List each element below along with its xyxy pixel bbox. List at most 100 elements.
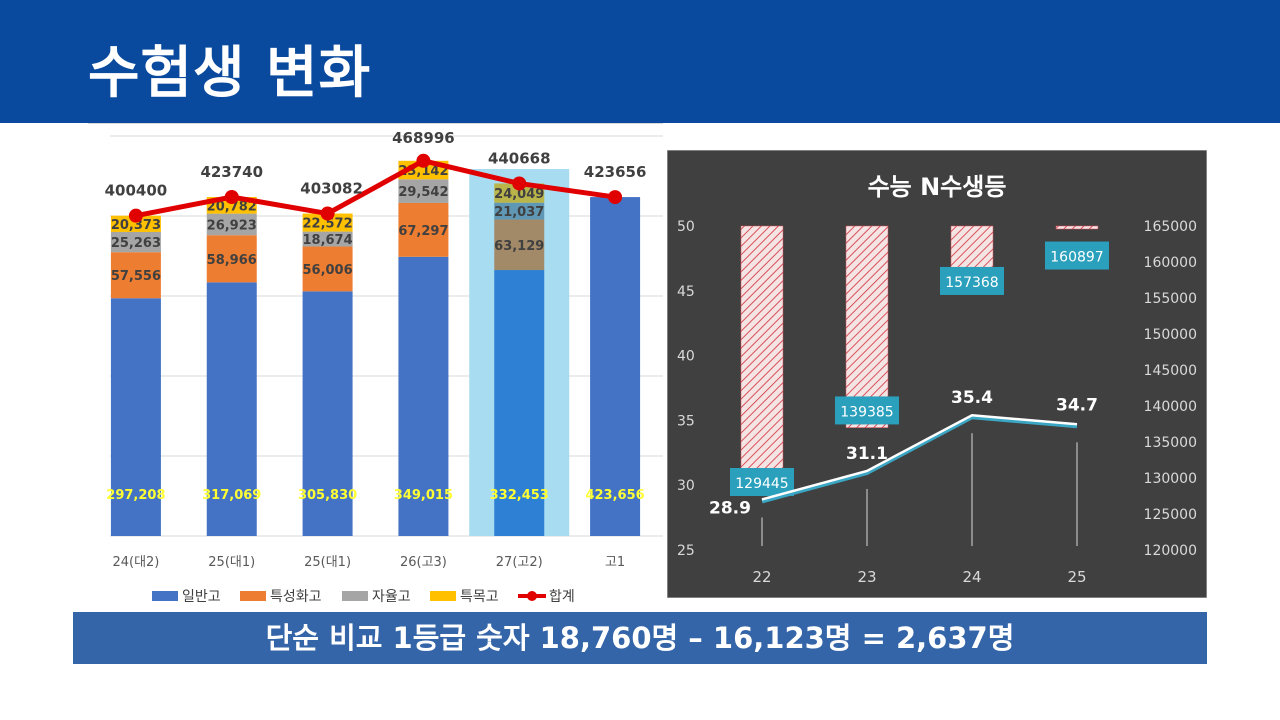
right-axis-tick: 150000	[1144, 327, 1197, 343]
total-label: 423740	[200, 163, 263, 181]
stacked-bar-chart: 297,208 57,556 25,263 20,373 24(대2) 317,069 58…	[105, 129, 663, 605]
data-label: 63,129	[494, 239, 544, 254]
data-label: 25,263	[111, 236, 161, 251]
data-label: 57,556	[111, 269, 161, 284]
data-label: 332,453	[490, 488, 549, 503]
value-box-label: 157368	[945, 275, 998, 291]
right-axis-tick: 130000	[1144, 471, 1197, 487]
total-label: 423656	[584, 163, 647, 181]
category-label: 고1	[605, 555, 625, 570]
chart-top-border	[88, 123, 663, 124]
category-label: 23	[857, 568, 876, 586]
bar-segment	[494, 219, 545, 271]
total-marker	[224, 190, 239, 205]
data-label: 67,297	[398, 224, 448, 239]
data-label: 22,572	[302, 217, 352, 232]
line-shadow	[761, 415, 1078, 504]
left-axis-tick: 45	[677, 284, 695, 300]
header-bar	[0, 0, 1280, 123]
right-axis-tick: 155000	[1144, 291, 1197, 307]
data-label: 305,830	[298, 488, 357, 503]
legend-label: 자율고	[372, 589, 411, 605]
category-label: 26(고3)	[400, 555, 447, 570]
category-label: 24(대2)	[112, 555, 159, 570]
left-axis-tick: 40	[677, 349, 695, 365]
data-label: 297,208	[106, 488, 165, 503]
category-label: 24	[962, 568, 981, 586]
legend-label: 합계	[549, 589, 575, 605]
data-label: 24,049	[494, 187, 544, 202]
bar-segment	[494, 202, 545, 220]
category-label: 22	[752, 568, 771, 586]
bar-segment	[302, 213, 353, 232]
legend-label: 일반고	[182, 589, 221, 605]
data-label: 56,006	[302, 263, 352, 278]
bar-segment	[398, 179, 449, 203]
data-label: 349,015	[394, 488, 453, 503]
data-label: 26,923	[207, 218, 257, 233]
value-box	[1045, 241, 1109, 270]
data-label: 18,674	[302, 233, 352, 248]
bar-segment	[398, 256, 449, 536]
left-axis-tick: 50	[677, 219, 695, 235]
footer-banner: 단순 비교 1등급 숫자 18,760명 – 16,123명 = 2,637명	[73, 612, 1207, 664]
data-label: 20,373	[111, 218, 161, 233]
line-value-label: 31.1	[846, 444, 888, 464]
bar-segment	[110, 231, 161, 253]
total-marker	[512, 176, 527, 191]
page-title: 수험생 변화	[88, 41, 372, 106]
bar-segment	[398, 202, 449, 257]
bar-segment	[110, 215, 161, 232]
right-axis-tick: 120000	[1144, 543, 1197, 559]
bar-segment	[110, 252, 161, 299]
data-label: 20,782	[207, 199, 257, 214]
nsu-chart: 수능 N수생등 25 30 35 40 45 50 120000 125000 130000 135…	[667, 150, 1207, 598]
total-marker	[416, 153, 431, 168]
legend-swatch	[240, 591, 266, 601]
bar-segment	[494, 270, 545, 536]
line-value-label: 28.9	[709, 498, 751, 518]
category-label: 25	[1067, 568, 1086, 586]
category-label: 25(대1)	[304, 555, 351, 570]
value-box-label: 129445	[735, 476, 788, 492]
legend-label: 특성화고	[270, 589, 322, 605]
bar-segment	[302, 246, 353, 292]
right-axis-tick: 145000	[1144, 363, 1197, 379]
range-bar	[740, 225, 784, 475]
total-label: 400400	[105, 182, 168, 200]
total-label: 403082	[300, 180, 363, 198]
data-label: 58,966	[207, 253, 257, 268]
bar-segment	[206, 282, 257, 536]
category-label: 27(고2)	[496, 555, 543, 570]
data-label: 423,656	[585, 488, 644, 503]
line-series	[761, 413, 1078, 501]
right-axis-tick: 135000	[1144, 435, 1197, 451]
total-label: 440668	[488, 149, 551, 167]
total-line	[135, 158, 616, 219]
total-marker	[128, 208, 143, 223]
bar-segment	[590, 197, 641, 536]
data-label: 21,037	[494, 205, 544, 220]
value-box-label: 160897	[1050, 250, 1103, 266]
data-label: 29,542	[398, 185, 448, 200]
value-box	[730, 467, 794, 496]
data-label: 317,069	[202, 488, 261, 503]
right-axis-tick: 140000	[1144, 399, 1197, 415]
legend-swatch	[342, 591, 368, 601]
right-axis-tick: 125000	[1144, 507, 1197, 523]
legend-label: 특목고	[460, 589, 499, 605]
left-axis-tick: 35	[677, 413, 695, 429]
value-box	[940, 266, 1004, 295]
right-axis-tick: 165000	[1144, 219, 1197, 235]
category-label: 25(대1)	[208, 555, 255, 570]
legend-swatch	[430, 591, 456, 601]
left-axis-tick: 25	[677, 543, 695, 559]
chart-title: 수능 N수생등	[868, 173, 1007, 201]
value-box-label: 139385	[840, 404, 893, 420]
left-axis-tick: 30	[677, 478, 695, 494]
total-marker	[320, 206, 335, 221]
right-axis-tick: 160000	[1144, 255, 1197, 271]
line-value-label: 34.7	[1056, 395, 1098, 415]
bar-segment	[302, 231, 353, 247]
bar-segment	[206, 213, 257, 236]
